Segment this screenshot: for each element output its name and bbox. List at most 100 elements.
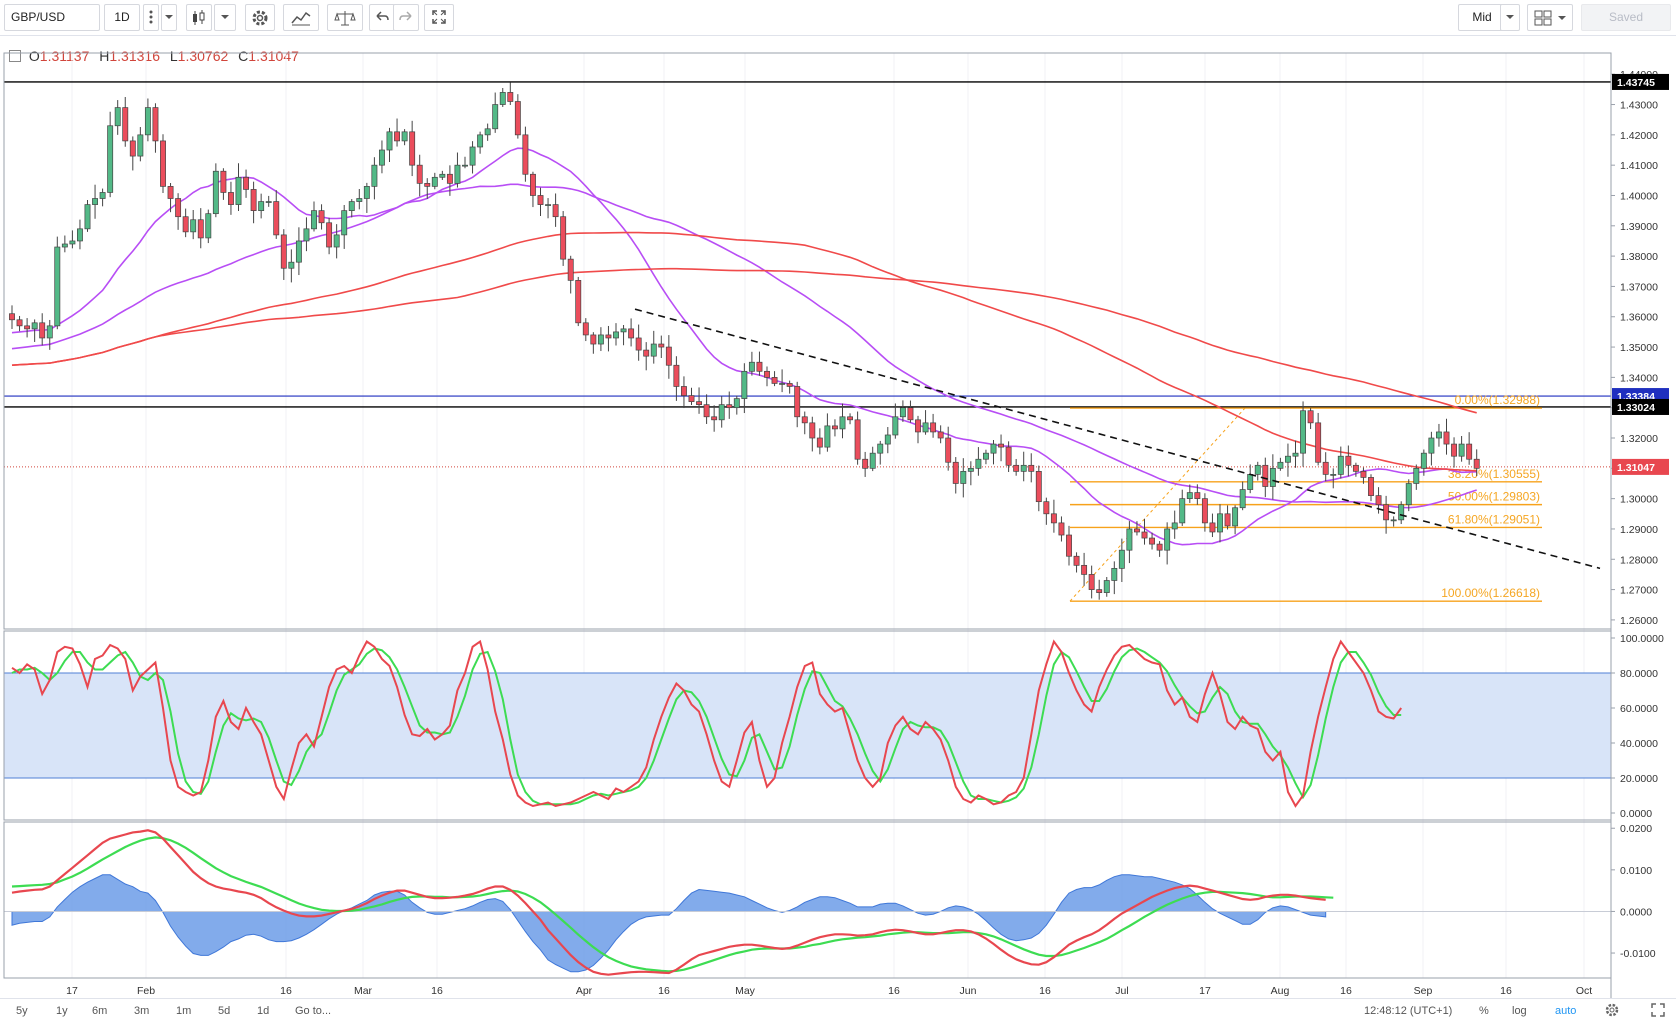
price-tag-label: 1.43745 xyxy=(1617,77,1655,89)
candle-down xyxy=(711,416,718,421)
undo-icon[interactable] xyxy=(369,4,395,31)
grid xyxy=(71,53,1585,978)
descending-trendline xyxy=(634,308,1601,570)
range-1m[interactable]: 1m xyxy=(176,1005,192,1017)
y-tick-label: 1.27000 xyxy=(1620,585,1658,597)
candle-down xyxy=(771,377,778,384)
more-intervals-icon[interactable] xyxy=(143,4,159,31)
candle-down xyxy=(575,280,582,324)
compare-icon[interactable] xyxy=(327,4,363,31)
candle-down xyxy=(1443,431,1450,445)
candle-up xyxy=(982,452,989,460)
expand-icon[interactable] xyxy=(1650,1002,1666,1022)
candle-up xyxy=(1330,474,1337,476)
x-tick-label: 16 xyxy=(888,985,900,997)
candle-down xyxy=(1466,443,1473,460)
candle-down xyxy=(952,461,959,484)
osc-y-tick-label: 0.0000 xyxy=(1620,808,1652,820)
candle-up xyxy=(597,334,604,345)
candle-down xyxy=(1209,522,1216,533)
candle-up xyxy=(899,407,906,418)
candle-up xyxy=(69,240,76,245)
range-1d[interactable]: 1d xyxy=(257,1005,270,1017)
goto-button[interactable]: Go to... xyxy=(295,1005,332,1017)
settings-gear-icon[interactable] xyxy=(1604,1002,1620,1022)
candle-down xyxy=(756,361,763,372)
price-source-dropdown-icon[interactable] xyxy=(1500,4,1520,31)
candle-down xyxy=(175,198,182,218)
candle-up xyxy=(462,164,468,167)
candle-down xyxy=(1360,471,1367,478)
x-tick-label: Sep xyxy=(1414,985,1433,997)
price-source-button[interactable]: Mid xyxy=(1458,4,1506,31)
candle-down xyxy=(1058,522,1065,536)
candle-up xyxy=(92,198,98,205)
range-5y[interactable]: 5y xyxy=(16,1005,28,1017)
candle-up xyxy=(877,443,884,454)
candle-up xyxy=(824,425,831,448)
range-5d[interactable]: 5d xyxy=(218,1005,231,1017)
candle-up xyxy=(1186,492,1193,499)
layout-icon[interactable] xyxy=(1527,4,1573,31)
osc-y-tick-label: 100.0000 xyxy=(1620,633,1664,645)
interval-dropdown-icon[interactable] xyxy=(161,4,177,31)
legend-toggle-icon[interactable] xyxy=(9,50,21,62)
overbought-oversold-band xyxy=(4,673,1611,778)
pane-frames xyxy=(3,52,1612,998)
percent-toggle[interactable]: % xyxy=(1479,1005,1489,1017)
candle-up xyxy=(733,398,740,409)
candle-up xyxy=(1435,431,1442,439)
candle-up xyxy=(1126,528,1133,551)
candle-up xyxy=(99,192,106,199)
price-tag-box xyxy=(1612,73,1669,90)
candle-up xyxy=(484,128,491,136)
y-tick-label: 1.34000 xyxy=(1620,372,1658,384)
candle-up xyxy=(545,204,552,206)
chart-type-dropdown-icon[interactable] xyxy=(214,4,236,31)
chart-canvas[interactable]: 0.00%(1.32988) 38.20%(1.30555) 50.00%(1.29… xyxy=(0,36,1676,998)
price-tag-box xyxy=(1612,398,1669,415)
candles-chart-type-icon[interactable] xyxy=(186,4,212,31)
range-3m[interactable]: 3m xyxy=(134,1005,150,1017)
indicators-icon[interactable] xyxy=(283,4,319,31)
fib-level-label: 100.00%(1.26618) xyxy=(1441,586,1540,600)
y-tick-label: 1.30000 xyxy=(1620,494,1658,506)
y-tick-label: 1.42000 xyxy=(1620,130,1658,142)
osc-y-tick-label: 40.0000 xyxy=(1620,738,1658,750)
fullscreen-icon[interactable] xyxy=(424,4,454,31)
candle-down xyxy=(930,422,937,433)
range-1y[interactable]: 1y xyxy=(56,1005,68,1017)
candle-up xyxy=(356,198,363,202)
log-toggle[interactable]: log xyxy=(1512,1005,1527,1017)
candle-down xyxy=(522,134,529,175)
candle-down xyxy=(726,404,733,409)
symbol-search-button[interactable]: GBP/USD xyxy=(4,4,100,31)
candle-down xyxy=(1375,495,1382,506)
candle-down xyxy=(1005,446,1012,466)
gear-icon[interactable] xyxy=(245,4,275,31)
range-6m[interactable]: 6m xyxy=(92,1005,108,1017)
saved-button[interactable]: Saved xyxy=(1581,4,1671,31)
candle-up xyxy=(620,328,627,333)
candle-down xyxy=(409,131,416,166)
candle-down xyxy=(998,443,1005,448)
open-value: 1.31137 xyxy=(39,48,90,64)
y-tick-label: 1.39000 xyxy=(1620,221,1658,233)
candle-down xyxy=(1473,458,1480,469)
auto-toggle[interactable]: auto xyxy=(1555,1005,1577,1017)
candle-up xyxy=(1277,461,1284,469)
candle-down xyxy=(1224,513,1231,527)
candle-up xyxy=(1413,467,1420,484)
candle-down xyxy=(16,319,23,327)
candle-down xyxy=(1307,410,1314,424)
candle-down xyxy=(1345,455,1352,466)
redo-icon[interactable] xyxy=(393,4,419,31)
interval-button[interactable]: 1D xyxy=(104,4,140,31)
candle-down xyxy=(635,337,642,351)
y-tick-label: 1.29000 xyxy=(1620,524,1658,536)
candle-down xyxy=(1013,464,1020,472)
candle-down xyxy=(273,201,280,236)
stochastic-lines xyxy=(11,639,1403,808)
candle-up xyxy=(401,131,408,142)
candle-down xyxy=(1066,534,1072,557)
